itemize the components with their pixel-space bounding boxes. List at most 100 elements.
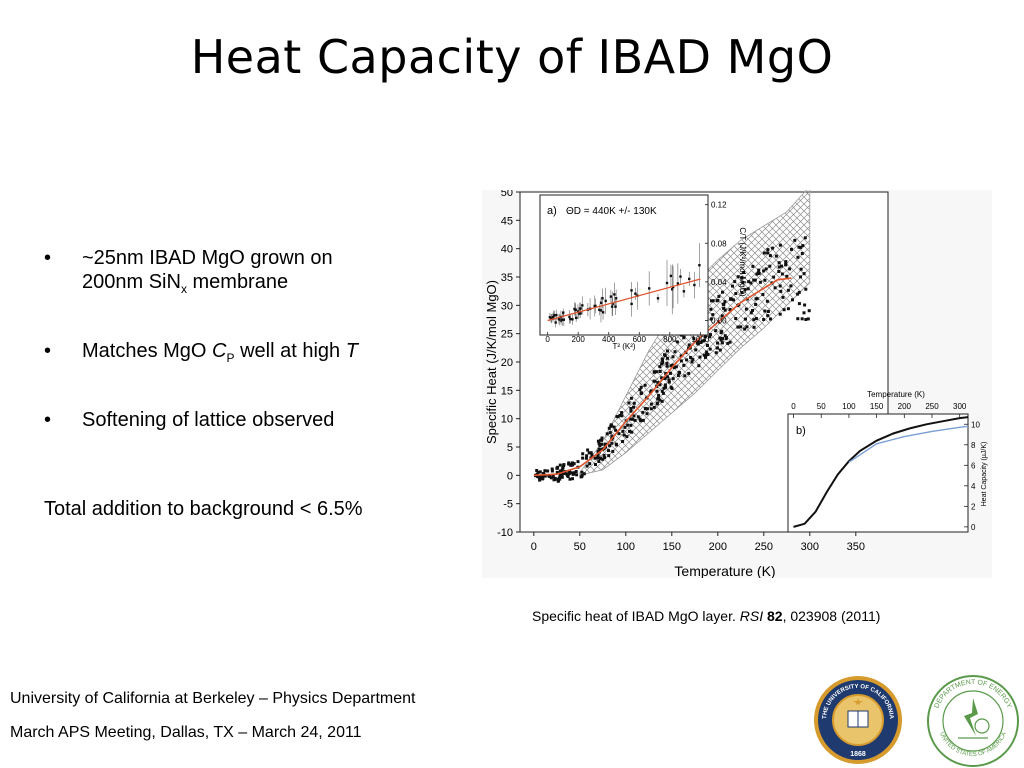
data-point (568, 315, 571, 319)
data-point (554, 321, 557, 324)
y-tick-label: 0.00 (711, 317, 727, 326)
data-point (584, 456, 588, 460)
data-point (555, 313, 558, 317)
inset-a-annotation: ΘD = 440K +/- 130K (566, 206, 657, 217)
data-point (698, 264, 701, 267)
data-point (777, 261, 781, 265)
data-point (587, 451, 591, 455)
data-point (799, 267, 803, 271)
data-point (558, 463, 562, 467)
data-point (560, 468, 564, 472)
data-point (769, 317, 772, 321)
subscript: P (226, 351, 235, 365)
data-point (601, 457, 605, 461)
data-point (717, 294, 721, 298)
data-point (576, 460, 580, 464)
data-point (622, 433, 626, 437)
data-point (575, 473, 579, 477)
data-point (802, 311, 806, 315)
data-point (800, 252, 804, 255)
data-point (598, 308, 601, 312)
data-point (779, 289, 783, 293)
data-point (571, 318, 574, 321)
data-point (610, 434, 614, 438)
data-point (567, 462, 571, 466)
data-point (630, 289, 633, 292)
data-point (543, 474, 547, 478)
data-point (597, 447, 601, 451)
data-point (663, 354, 667, 358)
data-point (566, 475, 570, 478)
data-point (562, 471, 566, 475)
data-point (671, 288, 674, 291)
footer-meeting: March APS Meeting, Dallas, TX – March 24… (10, 724, 362, 741)
inset-a-x-label: T² (K²) (612, 342, 635, 351)
x-tick-label: 250 (755, 541, 773, 553)
data-point (571, 461, 574, 465)
data-point (766, 314, 770, 318)
data-point (661, 361, 665, 365)
data-point (728, 340, 732, 344)
inset-b-label: b) (796, 425, 806, 437)
data-point (802, 272, 806, 276)
footer-institution: University of California at Berkeley – P… (10, 690, 416, 707)
caption-volume: 82 (763, 608, 783, 624)
data-point (671, 355, 675, 359)
data-point (629, 396, 633, 400)
data-point (626, 423, 630, 427)
data-point (639, 392, 643, 395)
data-point (683, 374, 687, 378)
data-point (610, 305, 614, 308)
data-point (721, 302, 725, 306)
fit-line (533, 277, 792, 477)
data-point (703, 335, 707, 339)
data-point (617, 432, 621, 436)
data-point (799, 275, 802, 279)
y-tick-label: 35 (501, 272, 513, 284)
data-point (609, 295, 613, 298)
data-point (663, 383, 667, 387)
data-point (599, 438, 603, 442)
data-point (535, 469, 539, 472)
y-tick-label: 6 (971, 461, 976, 470)
data-point (665, 364, 669, 368)
data-point (551, 475, 555, 478)
x-tick-label: 150 (870, 402, 884, 411)
bullet-list: • ~25nm IBAD MgO grown on 200nm SiNx mem… (44, 246, 464, 470)
data-point (691, 357, 695, 361)
heat-capacity-series-line (793, 416, 969, 528)
data-point (797, 302, 801, 306)
data-point (553, 476, 557, 480)
data-point (672, 366, 676, 370)
data-point (593, 304, 596, 308)
data-point (782, 308, 786, 312)
data-point (720, 329, 724, 333)
data-point (671, 285, 675, 289)
data-point (570, 471, 573, 475)
uc-seal-year: 1868 (850, 751, 866, 758)
data-point (752, 278, 756, 282)
data-point (632, 405, 635, 409)
data-point (649, 407, 653, 411)
data-point (558, 474, 562, 477)
data-point (669, 385, 673, 389)
y-tick-label: 20 (501, 357, 513, 369)
data-point (636, 415, 640, 419)
data-point (576, 310, 580, 313)
data-point (574, 470, 578, 473)
data-point (641, 410, 645, 414)
data-point (598, 444, 602, 447)
y-tick-label: 8 (971, 441, 976, 450)
data-point (577, 312, 581, 315)
caption-pages: , 023908 (2011) (782, 608, 881, 624)
data-point (666, 349, 669, 353)
data-point (621, 440, 625, 443)
data-point (655, 370, 659, 374)
data-point (785, 274, 789, 278)
data-point (778, 312, 782, 316)
data-point (558, 469, 562, 473)
data-point (588, 462, 592, 466)
data-point (610, 441, 614, 445)
data-point (599, 309, 603, 312)
data-point (607, 454, 611, 458)
